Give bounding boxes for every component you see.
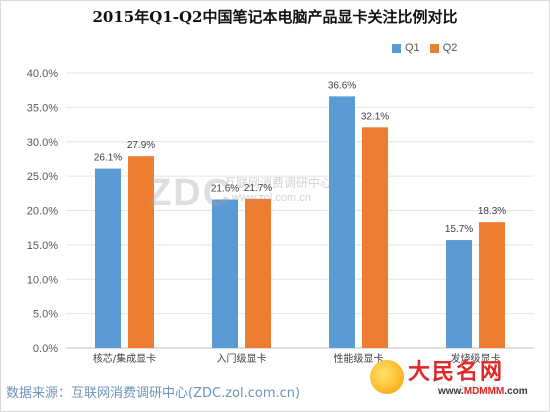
watermark-text: 互联网消费调研中心	[224, 176, 333, 190]
data-label: 21.7%	[244, 183, 272, 194]
bar-q1	[212, 199, 238, 348]
x-tick-label: 发烧级显卡	[451, 352, 501, 365]
x-tick-label: 性能级显卡	[334, 352, 384, 365]
bar-q1	[329, 96, 355, 348]
bar-q2	[479, 222, 505, 348]
data-label: 27.9%	[127, 140, 155, 151]
logo-url: www.MDMMM.com	[438, 386, 528, 397]
legend-swatch-q2	[429, 43, 439, 53]
data-label: 21.6%	[211, 184, 239, 195]
data-label: 18.3%	[478, 206, 506, 217]
y-tick-label: 30.0%	[27, 137, 58, 149]
logo-url-suffix: .com	[504, 386, 528, 397]
legend-item-q1: Q1	[392, 42, 420, 54]
bar-q2	[362, 127, 388, 348]
y-tick-label: 40.0%	[27, 68, 58, 80]
logo-url-prefix: www.	[438, 386, 464, 397]
y-tick-label: 5.0%	[33, 309, 58, 321]
data-label: 36.6%	[328, 80, 356, 91]
logo-url-main: MDMMM	[463, 386, 505, 397]
bar-q1	[95, 168, 121, 348]
y-tick-label: 10.0%	[27, 274, 58, 286]
legend-label-q1: Q1	[405, 42, 420, 54]
y-tick-label: 25.0%	[27, 171, 58, 183]
bar-q2	[245, 198, 271, 348]
chart-title: 2015年Q1-Q2中国笔记本电脑产品显卡关注比例对比	[92, 8, 458, 26]
site-logo: 大民名网 www.MDMMM.com	[368, 354, 546, 408]
y-tick-label: 0.0%	[33, 343, 58, 355]
y-tick-label: 35.0%	[27, 102, 58, 114]
legend-swatch-q1	[392, 43, 401, 53]
data-source: 数据来源：互联网消费调研中心(ZDC.zol.com.cn)	[6, 386, 301, 401]
bar-q2	[128, 156, 154, 348]
y-tick-label: 15.0%	[27, 240, 58, 252]
legend-item-q2: Q2	[429, 42, 458, 54]
bar-q1	[446, 240, 472, 348]
watermark-url: www.zol.com.cn	[232, 192, 311, 204]
y-tick-label: 20.0%	[27, 206, 58, 218]
legend-label-q2: Q2	[442, 42, 458, 54]
data-label: 32.1%	[361, 111, 389, 122]
x-tick-label: 核芯/集成显卡	[93, 352, 156, 365]
x-tick-label: 入门级显卡	[217, 352, 267, 365]
data-label: 26.1%	[94, 153, 122, 164]
chart-legend: Q1 Q2	[392, 42, 457, 54]
watermark-logo: ZDC	[148, 172, 233, 214]
logo-brand: 大民名网	[408, 359, 505, 385]
data-label: 15.7%	[445, 224, 473, 235]
date-stamp: 2015.08	[458, 384, 498, 396]
logo-circle-icon	[370, 360, 404, 394]
